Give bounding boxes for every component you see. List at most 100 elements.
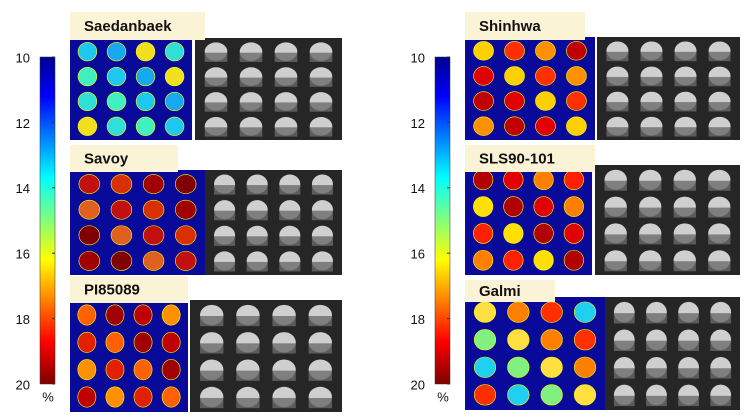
seed xyxy=(105,359,125,381)
panel-label: PI85089 xyxy=(84,281,140,298)
seed-shade xyxy=(272,316,296,327)
seed xyxy=(473,66,494,86)
colorbar-tick-label: 12 xyxy=(16,116,30,131)
seed xyxy=(473,301,497,323)
seed xyxy=(533,196,554,217)
seed-shade xyxy=(710,313,732,324)
seed xyxy=(164,42,185,62)
seed xyxy=(473,116,494,136)
seed-shade xyxy=(613,395,635,407)
label-box xyxy=(70,276,188,303)
seed-shade xyxy=(200,397,224,409)
seed xyxy=(507,384,530,406)
seed xyxy=(573,356,597,378)
seed-shade xyxy=(646,368,667,379)
seed-shade xyxy=(204,102,228,112)
seed-shade xyxy=(674,76,697,87)
seed xyxy=(473,196,494,217)
seed xyxy=(105,331,125,353)
seed-shade xyxy=(308,343,332,354)
seed xyxy=(535,41,556,61)
seed-shade xyxy=(279,185,301,195)
seed-shade xyxy=(214,185,236,195)
seed xyxy=(175,199,197,220)
seed xyxy=(504,41,525,61)
seed-shade xyxy=(236,397,260,409)
seed xyxy=(503,249,524,271)
seed xyxy=(135,42,156,62)
seed xyxy=(77,116,98,136)
seed xyxy=(77,66,98,87)
seed-shade xyxy=(708,261,731,272)
panel-label: SLS90-101 xyxy=(479,150,555,167)
seed xyxy=(504,91,525,111)
seed-shade xyxy=(673,180,696,191)
seed xyxy=(77,42,98,62)
seed-shade xyxy=(200,370,224,381)
seed xyxy=(78,199,100,220)
seed-shade xyxy=(678,395,699,407)
seed-shade xyxy=(272,343,296,354)
seed-shade xyxy=(710,368,732,379)
seed xyxy=(503,169,524,191)
seed-shade xyxy=(678,368,699,379)
seed xyxy=(142,174,165,194)
seed-shade xyxy=(274,102,298,112)
seed xyxy=(142,225,165,246)
colorbar-tick-label: 10 xyxy=(16,50,30,65)
seed-shade xyxy=(272,397,296,409)
seed xyxy=(535,66,556,86)
seed-shade xyxy=(204,77,228,87)
colorbar-tick-label: 18 xyxy=(411,312,425,327)
seed-shade xyxy=(604,180,627,191)
seed xyxy=(105,386,125,408)
seed xyxy=(77,304,97,326)
seed xyxy=(78,225,100,246)
seed xyxy=(473,329,497,351)
seed-shade xyxy=(308,397,332,409)
seed-shade xyxy=(674,102,697,112)
seed xyxy=(106,42,127,62)
seed-shade xyxy=(236,316,260,327)
seed xyxy=(133,359,153,381)
colorbar-tick-label: 14 xyxy=(16,181,30,196)
seed-shade xyxy=(200,343,224,354)
seed xyxy=(533,249,554,271)
seed-shade xyxy=(646,313,667,324)
label-box xyxy=(465,12,585,40)
seed xyxy=(540,384,563,406)
seed xyxy=(164,91,185,112)
seed-shade xyxy=(606,102,629,112)
seed-shade xyxy=(639,207,662,218)
colorbar-unit: % xyxy=(437,389,449,404)
seed xyxy=(503,223,524,244)
label-box xyxy=(70,12,205,40)
seed-shade xyxy=(239,127,263,137)
seed-shade xyxy=(272,370,296,381)
seed-shade xyxy=(214,210,236,221)
seed xyxy=(573,329,597,351)
seed-shade xyxy=(279,210,301,221)
seed-shade xyxy=(640,76,663,87)
seed xyxy=(473,169,494,191)
seed-shade xyxy=(311,210,333,221)
seed-shade xyxy=(640,51,663,62)
seed xyxy=(161,331,181,353)
seed-shade xyxy=(646,340,667,351)
seed-shade xyxy=(309,102,333,112)
seed xyxy=(161,386,181,408)
seed-shade xyxy=(214,261,236,272)
seed-shade xyxy=(239,77,263,87)
seed-shade xyxy=(236,343,260,354)
seed xyxy=(77,91,98,112)
label-box xyxy=(70,145,178,172)
colorbar-tick-label: 20 xyxy=(16,377,30,392)
seed xyxy=(566,116,587,136)
seed-shade xyxy=(639,261,662,272)
seed xyxy=(105,304,125,326)
seed-shade xyxy=(674,127,697,137)
seed-shade xyxy=(678,313,699,324)
seed-shade xyxy=(646,395,667,407)
seed-shade xyxy=(274,127,298,137)
